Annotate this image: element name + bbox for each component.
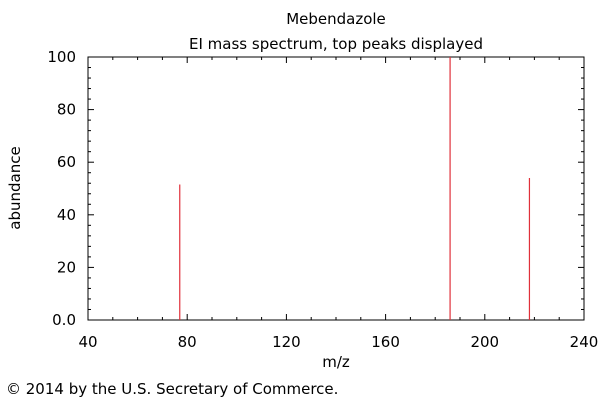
y-tick-label: 80 (57, 101, 76, 119)
plot-area-frame (87, 56, 585, 321)
x-tick-label: 120 (272, 333, 301, 351)
x-tick-label: 80 (178, 333, 197, 351)
y-tick-label: 0.0 (52, 311, 76, 329)
y-tick-label: 60 (57, 153, 76, 171)
chart-subtitle: EI mass spectrum, top peaks displayed (189, 35, 483, 53)
y-axis-ticks: 0.0 20 40 60 80 100 (47, 48, 584, 329)
spectrum-peaks (179, 57, 531, 320)
chart-title: Mebendazole (286, 10, 386, 28)
y-tick-label: 100 (47, 48, 76, 66)
copyright-notice: © 2014 by the U.S. Secretary of Commerce… (6, 380, 339, 398)
x-axis-ticks: 40 80 120 160 200 240 (78, 57, 598, 351)
x-tick-label: 40 (78, 333, 97, 351)
x-axis-label: m/z (322, 353, 350, 371)
x-tick-label: 160 (371, 333, 400, 351)
y-axis-label: abundance (6, 146, 24, 229)
x-tick-label: 240 (570, 333, 599, 351)
y-tick-label: 20 (57, 258, 76, 276)
x-tick-label: 200 (470, 333, 499, 351)
y-tick-label: 40 (57, 206, 76, 224)
